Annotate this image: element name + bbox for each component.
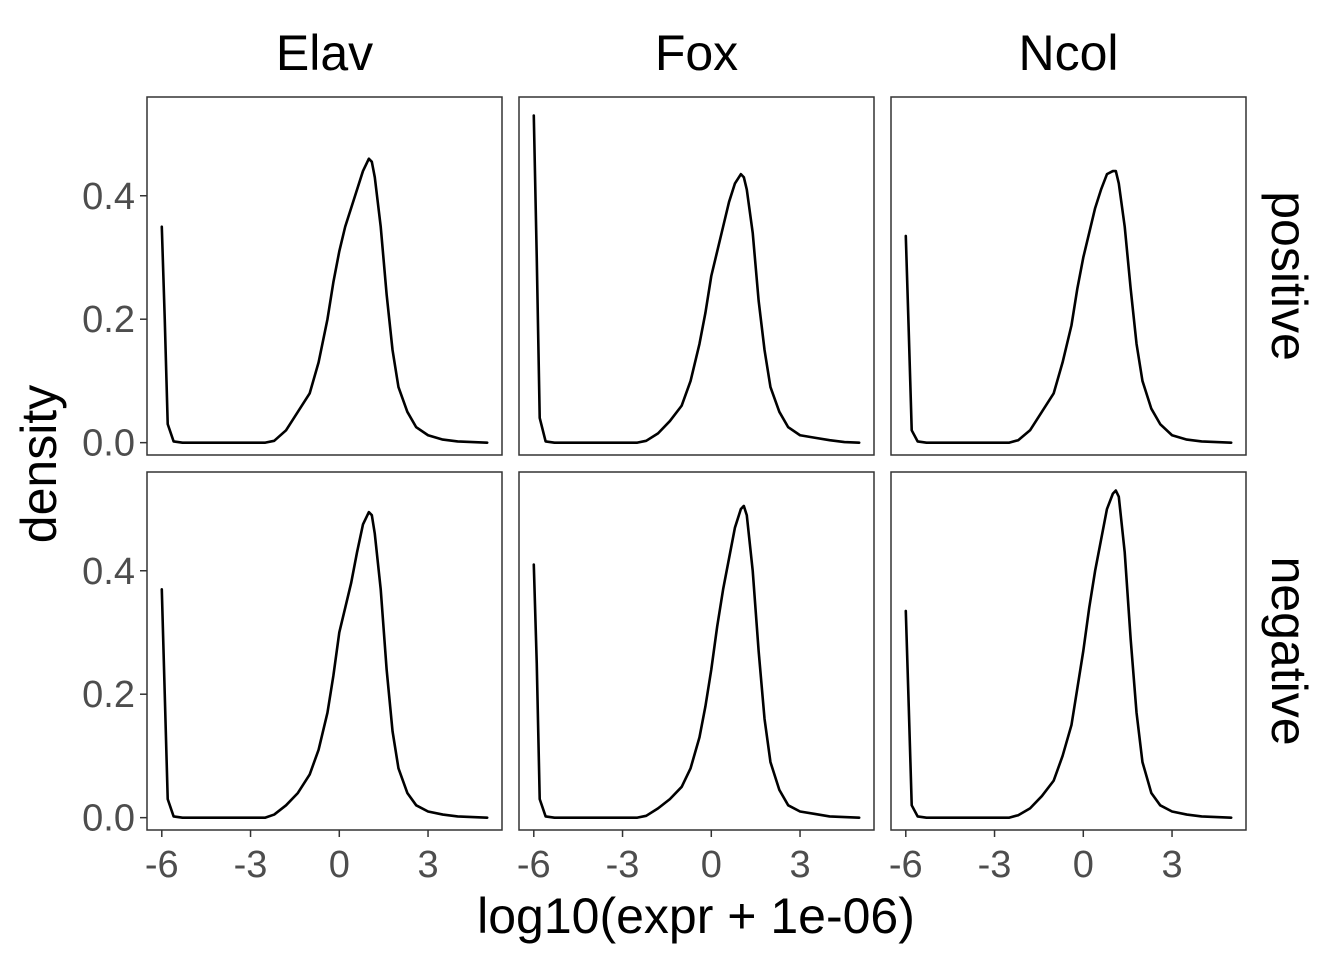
panel-ncol-negative [890, 471, 1247, 831]
panel-frame [146, 96, 503, 456]
x-tick-label: -6 [889, 844, 923, 886]
y-tick-label: 0.2 [82, 674, 135, 716]
x-axis-title: log10(expr + 1e-06) [477, 888, 915, 944]
panel-fox-negative [518, 471, 875, 831]
y-axis-title: density [11, 385, 67, 543]
x-tick-label: 0 [1073, 844, 1094, 886]
panel-ncol-positive [890, 96, 1247, 456]
panels-layer [146, 96, 1247, 831]
panel-elav-negative [146, 471, 503, 831]
density-curve [160, 510, 489, 819]
density-curve [904, 169, 1233, 444]
facet-row-title-positive: positive [1261, 191, 1317, 361]
panel-frame [146, 471, 503, 831]
x-tick-label: -6 [517, 844, 551, 886]
density-curve [160, 157, 489, 444]
density-curve [904, 489, 1233, 819]
facet-title-ncol: Ncol [1018, 25, 1118, 81]
y-tick-label: 0.0 [82, 798, 135, 840]
panel-frame [890, 471, 1247, 831]
density-curve [532, 504, 861, 819]
labels-layer: Elav Fox Ncol positive negative 0.0 0.2 0.4 0.0 0… [82, 25, 1317, 886]
x-tick-label: 3 [789, 844, 810, 886]
x-tick-label: -3 [606, 844, 640, 886]
x-tick-label: -6 [145, 844, 179, 886]
x-tick-label: -3 [978, 844, 1012, 886]
facet-title-fox: Fox [655, 25, 738, 81]
x-tick-label: 0 [329, 844, 350, 886]
facet-title-elav: Elav [276, 25, 373, 81]
x-tick-label: 3 [1161, 844, 1182, 886]
x-tick-label: -3 [234, 844, 268, 886]
density-curve [532, 114, 861, 444]
y-tick-label: 0.4 [82, 551, 135, 593]
y-tick-label: 0.2 [82, 299, 135, 341]
panel-fox-positive [518, 96, 875, 456]
facet-row-title-negative: negative [1261, 556, 1317, 745]
panel-elav-positive [146, 96, 503, 456]
y-tick-label: 0.0 [82, 423, 135, 465]
y-tick-label: 0.4 [82, 176, 135, 218]
panel-frame [890, 96, 1247, 456]
panel-frame [518, 471, 875, 831]
x-tick-label: 0 [701, 844, 722, 886]
x-tick-label: 3 [417, 844, 438, 886]
panel-frame [518, 96, 875, 456]
